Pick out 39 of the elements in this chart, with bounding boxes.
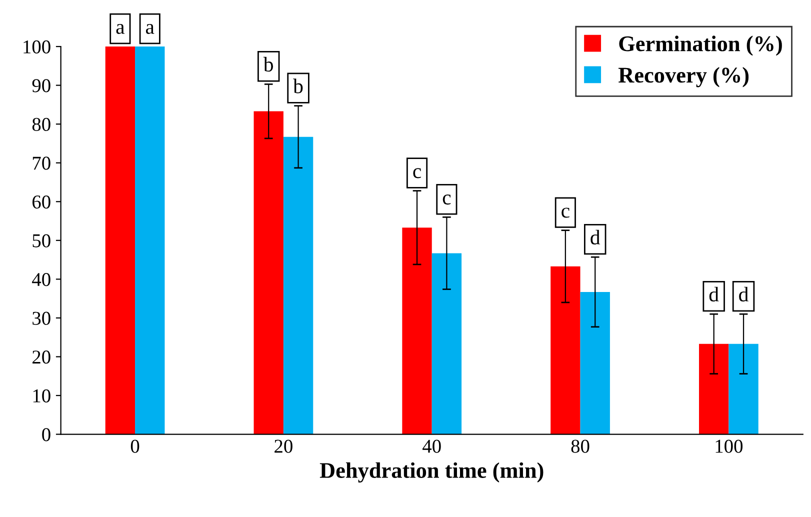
annotation: d <box>739 286 748 302</box>
y-tick-label: 70 <box>32 156 50 170</box>
y-tick-label: 30 <box>32 312 50 325</box>
y-tick-label: 90 <box>32 79 50 92</box>
y-tick-label: 50 <box>32 234 50 248</box>
bar <box>728 344 758 434</box>
annotation: c <box>413 168 421 178</box>
text: a <box>146 24 154 34</box>
x-tick-label: 80 <box>571 440 590 453</box>
legend-label: Recovery (%) <box>618 67 749 88</box>
text: a <box>116 24 125 34</box>
annotation: b <box>293 78 303 94</box>
y-tick-label: 0 <box>42 428 50 442</box>
y-tick-label: 80 <box>32 118 50 132</box>
bar <box>254 111 284 434</box>
bar <box>432 253 462 434</box>
bar <box>550 266 580 434</box>
annotation: b <box>263 56 274 72</box>
y-tick-label: 100 <box>24 40 50 54</box>
bar <box>699 344 729 434</box>
y-tick-label: 40 <box>32 272 50 286</box>
x-tick-label: 40 <box>422 440 441 453</box>
bar <box>402 228 432 434</box>
x-tick-label: 100 <box>716 440 743 453</box>
x-axis-title: Dehydration time (min) <box>320 462 544 483</box>
bar <box>580 292 610 434</box>
annotation: d <box>590 230 600 245</box>
bar <box>105 46 136 434</box>
annotation: c <box>442 194 451 205</box>
annotation: c <box>562 208 570 218</box>
legend-label: Germination (%) <box>619 36 782 56</box>
y-tick-label: 10 <box>33 389 50 402</box>
y-tick-label: 60 <box>32 195 50 209</box>
bar <box>283 136 314 434</box>
bar <box>135 46 165 434</box>
x-tick-label: 0 <box>130 440 140 453</box>
y-tick-label: 20 <box>32 350 50 364</box>
annotation: d <box>709 286 719 302</box>
x-tick-label: 20 <box>274 440 292 453</box>
